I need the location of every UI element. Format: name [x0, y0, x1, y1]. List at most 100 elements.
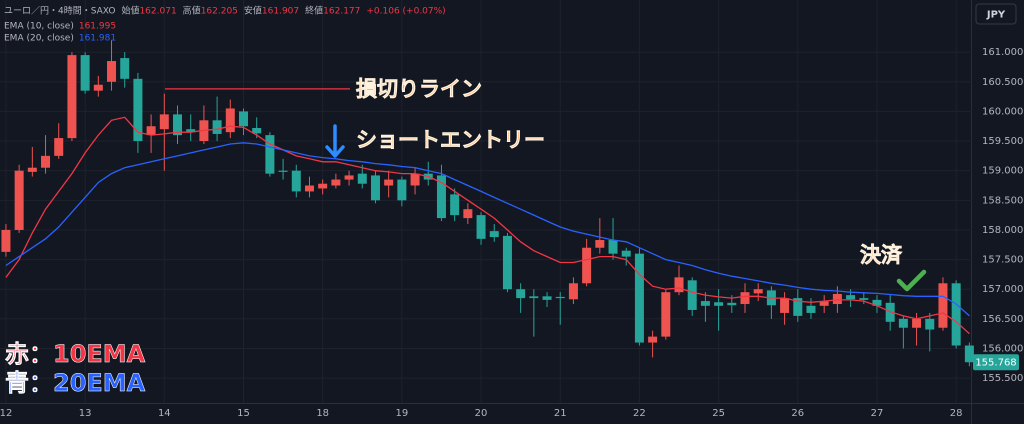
candle-body — [951, 283, 961, 346]
y-tick-label: 160.000 — [982, 106, 1023, 117]
y-tick-label: 158.500 — [982, 195, 1023, 206]
y-tick-label: 156.500 — [982, 314, 1023, 325]
candle-body — [476, 215, 486, 239]
x-tick-label: 26 — [791, 408, 804, 419]
x-tick-label: 28 — [950, 408, 963, 419]
candle-body — [344, 175, 354, 180]
entry-label: ショートエントリー — [356, 128, 545, 152]
change: +0.106 (+0.07%) — [366, 7, 445, 17]
x-tick-label: 22 — [633, 408, 646, 419]
candle-body — [542, 296, 552, 300]
candle-body — [925, 318, 935, 330]
ohlc-value: 162.071 — [139, 7, 176, 17]
candle-body — [859, 298, 869, 300]
stop-loss-label: 損切りライン — [356, 77, 482, 101]
candle-body — [832, 293, 842, 305]
candle-body — [793, 298, 803, 316]
candle-body — [674, 277, 684, 293]
candle-body — [54, 138, 64, 156]
candle-body — [595, 240, 605, 248]
candle-body — [555, 296, 565, 299]
candle-body — [107, 61, 117, 82]
y-tick-label: 157.500 — [982, 255, 1023, 266]
x-tick-label: 25 — [712, 408, 725, 419]
ema-line — [5, 142, 970, 317]
candle-body — [648, 336, 658, 343]
y-tick-label: 156.000 — [982, 343, 1023, 354]
y-tick-label: 155.500 — [982, 373, 1023, 384]
legend-value: 161.981 — [79, 34, 116, 44]
y-tick-label: 161.000 — [982, 47, 1023, 58]
x-tick-label: 15 — [237, 408, 250, 419]
candle-body — [753, 289, 763, 294]
candle-body — [436, 175, 446, 219]
candle-body — [14, 170, 24, 230]
ema-note: 青：20EMA — [5, 369, 146, 397]
x-tick-label: 14 — [158, 408, 171, 419]
candle-body — [489, 231, 499, 238]
overlay — [325, 124, 927, 292]
ema-line — [5, 116, 970, 335]
ohlc-label: 高値 — [183, 5, 201, 17]
candle-body — [819, 301, 829, 306]
candle-body — [740, 292, 750, 305]
candle-body — [238, 111, 248, 127]
currency-button[interactable] — [975, 3, 1017, 25]
candle-body — [265, 135, 275, 174]
candle-body — [912, 318, 922, 328]
candle-body — [278, 170, 288, 172]
exit-check — [896, 269, 927, 292]
candle-body — [318, 183, 328, 189]
candle-body — [146, 126, 156, 136]
currency-label[interactable]: JPY — [986, 10, 1006, 21]
y-tick-label: 159.000 — [982, 166, 1023, 177]
candle-body — [582, 247, 592, 284]
candle-body — [212, 120, 222, 134]
x-tick-label: 20 — [475, 408, 488, 419]
candle-body — [41, 155, 51, 168]
x-tick-label: 21 — [554, 408, 567, 419]
candle-body — [714, 302, 724, 306]
y-tick-label: 157.000 — [982, 284, 1023, 295]
exit-label: 決済 — [860, 243, 903, 267]
candle-body — [133, 78, 143, 142]
legend-name: EMA (10, close) — [4, 22, 74, 32]
candle-body — [27, 167, 37, 172]
header: ユーロ／円・4時間・SAXO 始値 162.071 高値 162.205 安値 161.90… — [4, 5, 446, 44]
ohlc-value: 162.177 — [323, 7, 360, 17]
candle-body — [727, 302, 737, 306]
candle-body — [173, 114, 183, 136]
plot — [1, 40, 974, 367]
candle-body — [780, 298, 790, 313]
candle-body — [225, 108, 235, 133]
x-tick-label: 13 — [79, 408, 92, 419]
last-price-label: 155.768 — [975, 358, 1016, 369]
candle-body — [872, 299, 882, 306]
candle-body — [80, 55, 90, 91]
y-tick-label: 159.500 — [982, 136, 1023, 147]
candle-body — [568, 283, 578, 300]
candle-body — [661, 292, 671, 337]
candle-body — [159, 114, 169, 130]
candle-body — [186, 129, 196, 133]
candle-body — [964, 345, 974, 363]
candle-body — [67, 55, 77, 139]
candle-body — [938, 283, 948, 328]
candle-body — [463, 209, 473, 219]
candle-body — [502, 235, 512, 290]
candle-body — [898, 318, 908, 328]
candle-body — [120, 58, 130, 79]
candle-body — [410, 173, 420, 186]
candle-body — [357, 173, 367, 184]
candle-body — [1, 229, 11, 252]
ohlc-value: 162.205 — [201, 7, 238, 17]
legend-name: EMA (20, close) — [4, 34, 74, 44]
x-tick-label: 27 — [871, 408, 884, 419]
candle-body — [291, 170, 301, 192]
ema-note: 赤：10EMA — [5, 340, 146, 368]
ohlc-value: 161.907 — [262, 7, 299, 17]
last-price-tag — [973, 354, 1019, 371]
legend-value: 161.995 — [79, 22, 116, 32]
